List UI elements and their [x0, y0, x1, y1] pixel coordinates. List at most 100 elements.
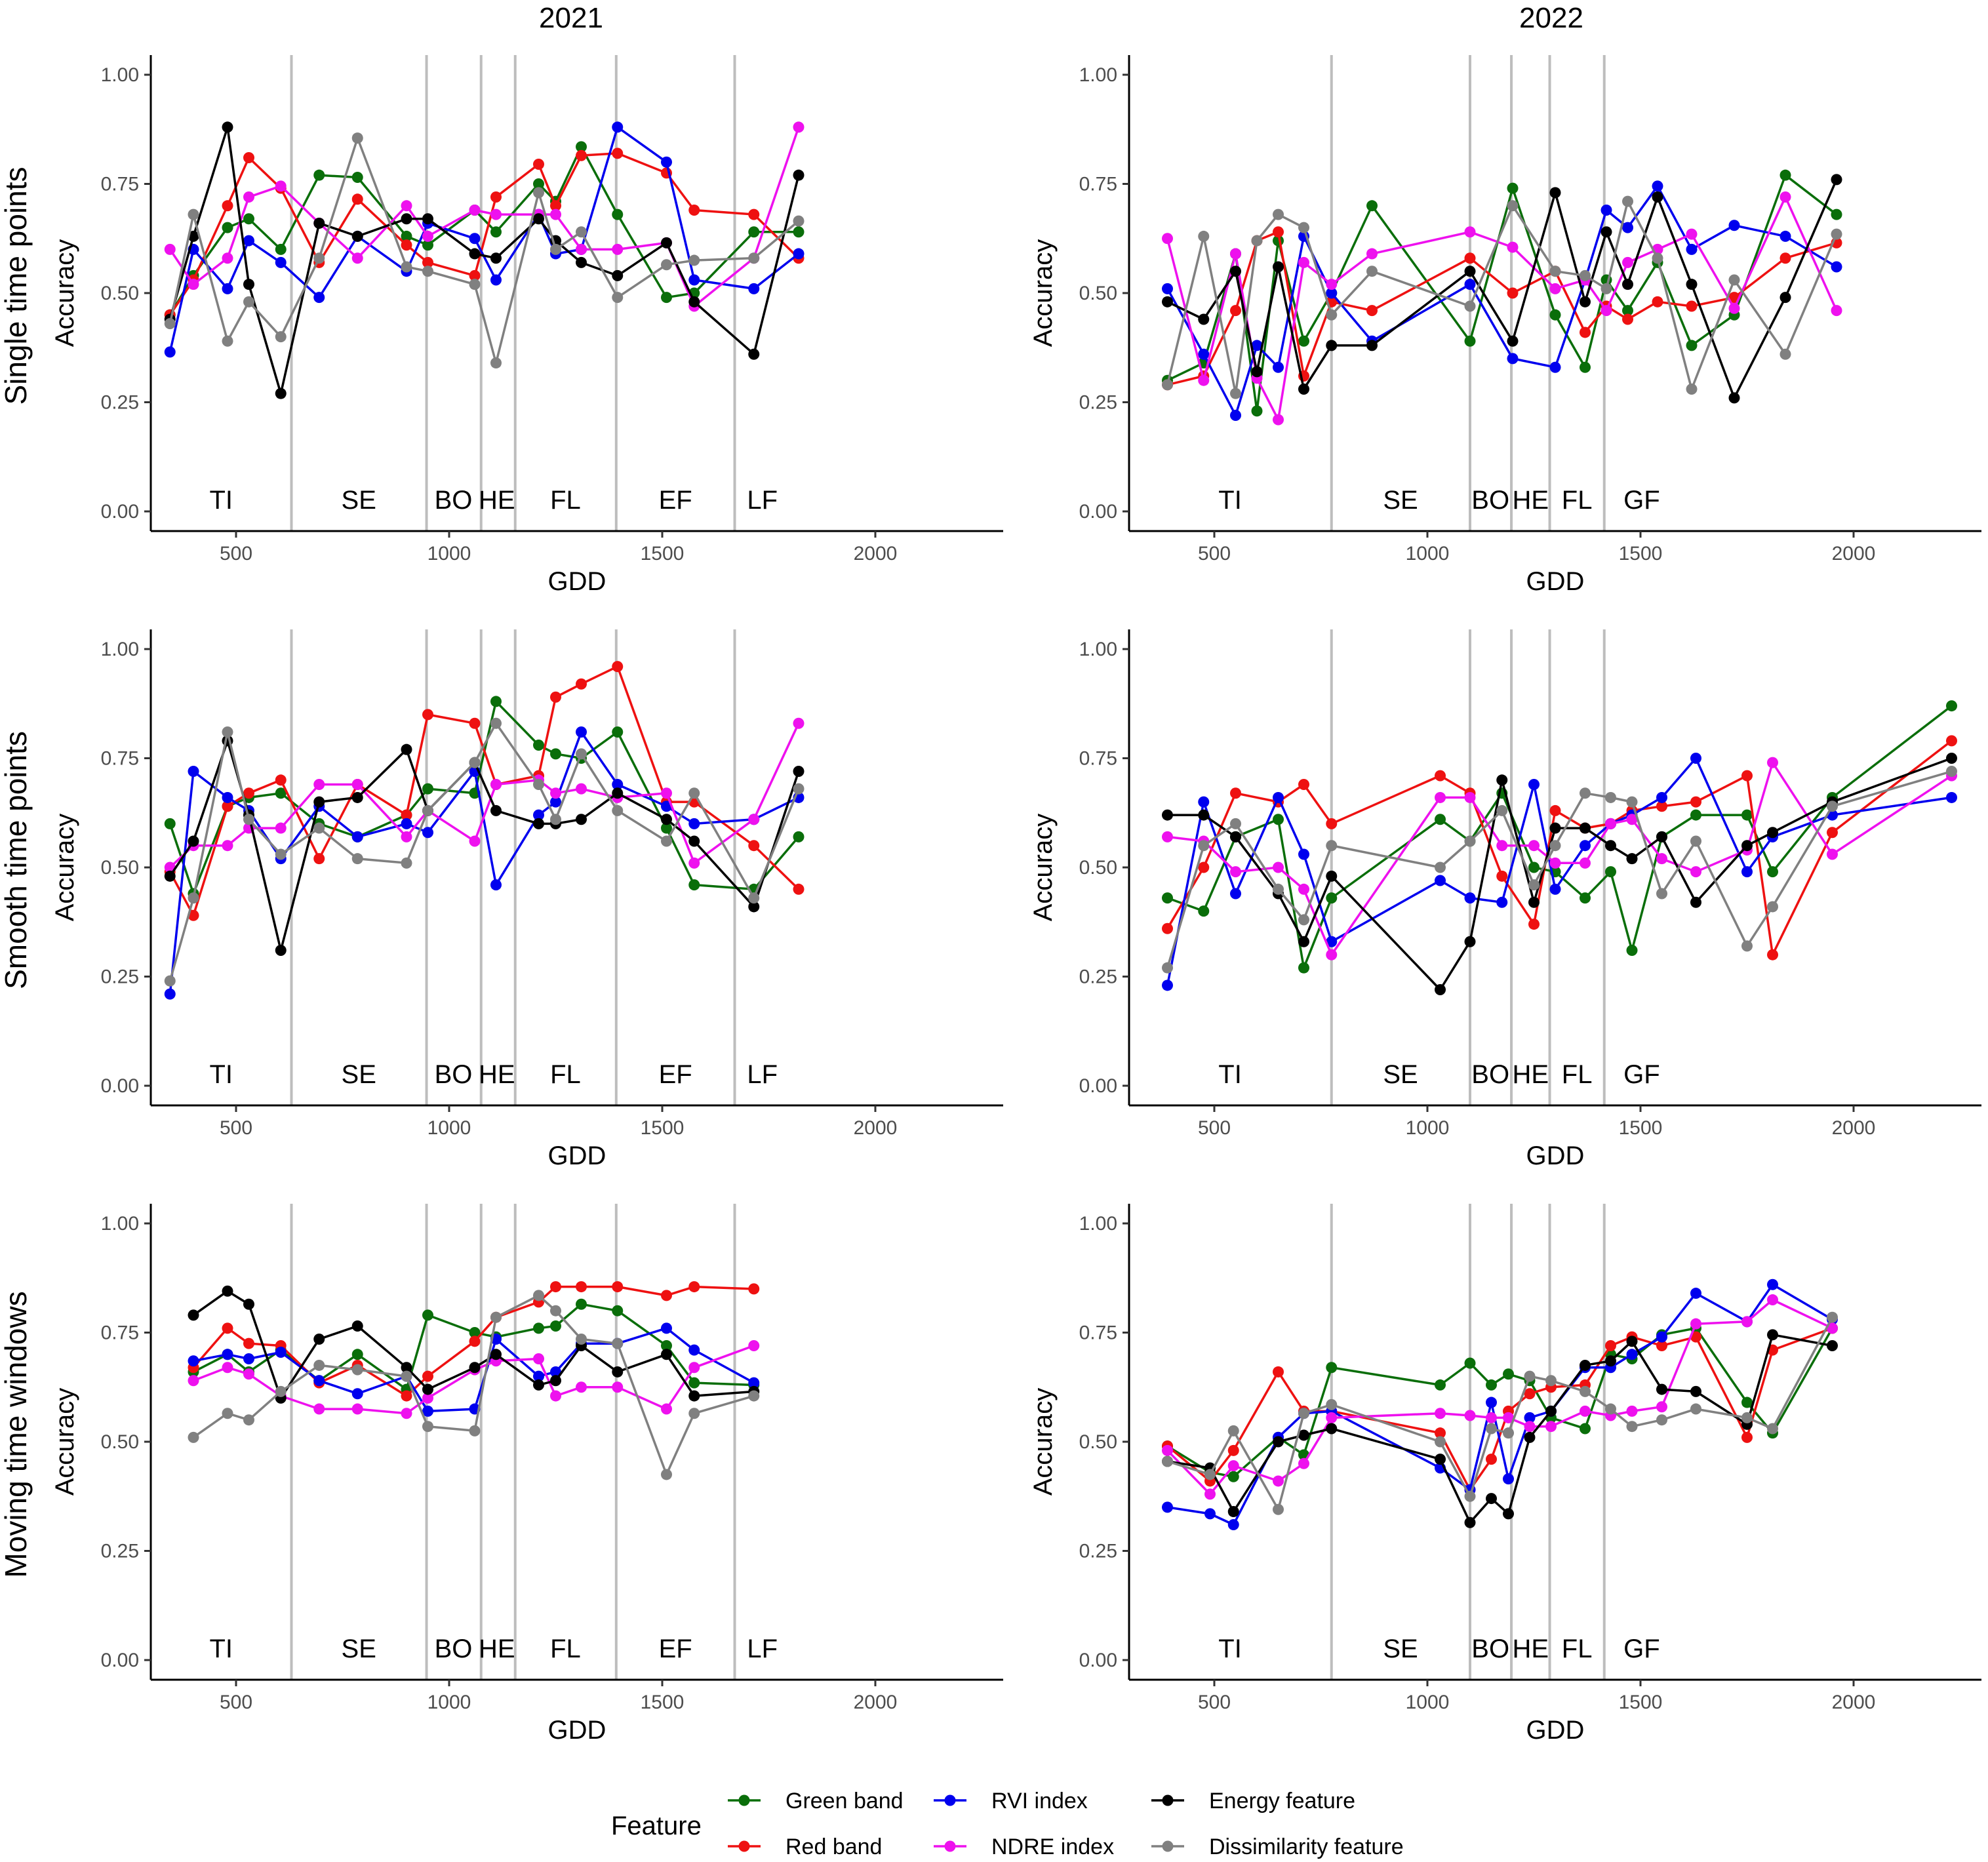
data-point — [576, 1333, 587, 1345]
data-point — [1507, 287, 1519, 299]
data-point — [1767, 866, 1778, 878]
data-point — [1549, 187, 1561, 199]
data-point — [1273, 226, 1284, 238]
data-point — [1528, 778, 1540, 790]
data-point — [313, 1375, 325, 1387]
y-tick-label: 0.25 — [1079, 966, 1117, 988]
data-point — [1549, 840, 1561, 852]
y-tick-label: 0.25 — [1079, 1541, 1117, 1562]
data-point — [1686, 228, 1698, 240]
data-point — [351, 172, 363, 184]
series-line-ndre-index — [1166, 1298, 1833, 1496]
x-tick-label: 2000 — [1832, 1692, 1876, 1713]
data-point — [222, 121, 233, 133]
data-point — [1524, 1370, 1536, 1382]
data-point — [688, 818, 700, 829]
data-point — [188, 1431, 199, 1443]
data-point — [1580, 1405, 1591, 1417]
column-title-2021: 2021 — [539, 2, 603, 34]
data-point — [422, 213, 433, 225]
data-point — [1528, 879, 1540, 891]
y-axis-title: Accuracy — [1029, 1388, 1058, 1496]
data-point — [576, 149, 587, 161]
series-line-green-band — [169, 700, 800, 895]
data-point — [576, 141, 587, 153]
data-point — [688, 1390, 700, 1402]
stage-label-ti: TI — [1218, 1634, 1242, 1663]
series-rvi-index — [1162, 1278, 1838, 1531]
data-point — [422, 1421, 433, 1433]
y-tick-label: 0.50 — [1079, 283, 1117, 304]
data-point — [1435, 983, 1446, 995]
data-point — [1946, 753, 1957, 764]
data-point — [1656, 801, 1667, 812]
stage-label-ef: EF — [659, 1060, 692, 1089]
data-point — [1686, 384, 1698, 395]
data-point — [1204, 1508, 1216, 1520]
data-point — [469, 757, 481, 768]
stage-label-gf: GF — [1623, 1060, 1660, 1089]
data-point — [222, 1362, 233, 1374]
data-point — [1827, 827, 1838, 839]
data-point — [533, 187, 544, 199]
data-point — [188, 1309, 199, 1321]
x-tick-label: 1000 — [427, 1692, 471, 1713]
data-point — [164, 975, 176, 987]
data-point — [1528, 862, 1540, 873]
data-point — [533, 159, 544, 170]
data-point — [661, 1469, 672, 1480]
data-point — [533, 178, 544, 189]
data-point — [1251, 235, 1263, 247]
stage-label-se: SE — [1383, 1634, 1418, 1663]
data-point — [1162, 283, 1173, 294]
data-point — [1549, 857, 1561, 869]
data-point — [1298, 1408, 1309, 1419]
row-titles: Single time points Smooth time points Mo… — [0, 167, 33, 1577]
data-point — [1464, 252, 1476, 264]
data-point — [275, 387, 287, 399]
data-point — [1435, 1408, 1446, 1419]
stage-label-he: HE — [479, 486, 515, 515]
stage-label-lf: LF — [747, 1634, 778, 1663]
data-point — [550, 1390, 561, 1402]
data-point — [688, 857, 700, 869]
data-point — [688, 787, 700, 799]
data-point — [1741, 866, 1753, 878]
data-point — [1946, 700, 1957, 712]
legend-item-rvi-index: RVI index — [934, 1789, 1088, 1813]
data-point — [1580, 327, 1591, 338]
data-point — [1326, 870, 1338, 882]
data-point — [1204, 1488, 1216, 1500]
stage-label-bo: BO — [1471, 486, 1509, 515]
stage-label-se: SE — [342, 1060, 376, 1089]
data-point — [748, 840, 760, 852]
data-point — [550, 1281, 561, 1293]
data-point — [1690, 896, 1701, 908]
data-point — [1767, 901, 1778, 913]
data-point — [1162, 379, 1173, 391]
data-point — [401, 1408, 412, 1419]
data-point — [748, 901, 760, 913]
data-point — [612, 726, 624, 738]
data-point — [1741, 1396, 1753, 1408]
data-point — [1686, 243, 1698, 255]
data-point — [661, 292, 672, 304]
series-red-band — [188, 1281, 760, 1402]
data-point — [1298, 222, 1309, 233]
data-point — [1486, 1454, 1497, 1465]
data-point — [1298, 962, 1309, 974]
data-point — [313, 778, 325, 790]
data-point — [422, 827, 433, 839]
data-point — [533, 809, 544, 821]
x-tick-label: 2000 — [1832, 1117, 1876, 1139]
legend-label: Green band — [785, 1789, 904, 1813]
legend-item-red-band: Red band — [728, 1834, 882, 1859]
data-point — [1605, 818, 1616, 829]
data-point — [1626, 796, 1638, 808]
data-point — [748, 252, 760, 264]
data-point — [1273, 361, 1284, 373]
data-point — [1507, 241, 1519, 253]
x-tick-label: 500 — [1198, 1117, 1231, 1139]
y-tick-label: 0.25 — [101, 966, 139, 988]
data-point — [1464, 1490, 1476, 1502]
